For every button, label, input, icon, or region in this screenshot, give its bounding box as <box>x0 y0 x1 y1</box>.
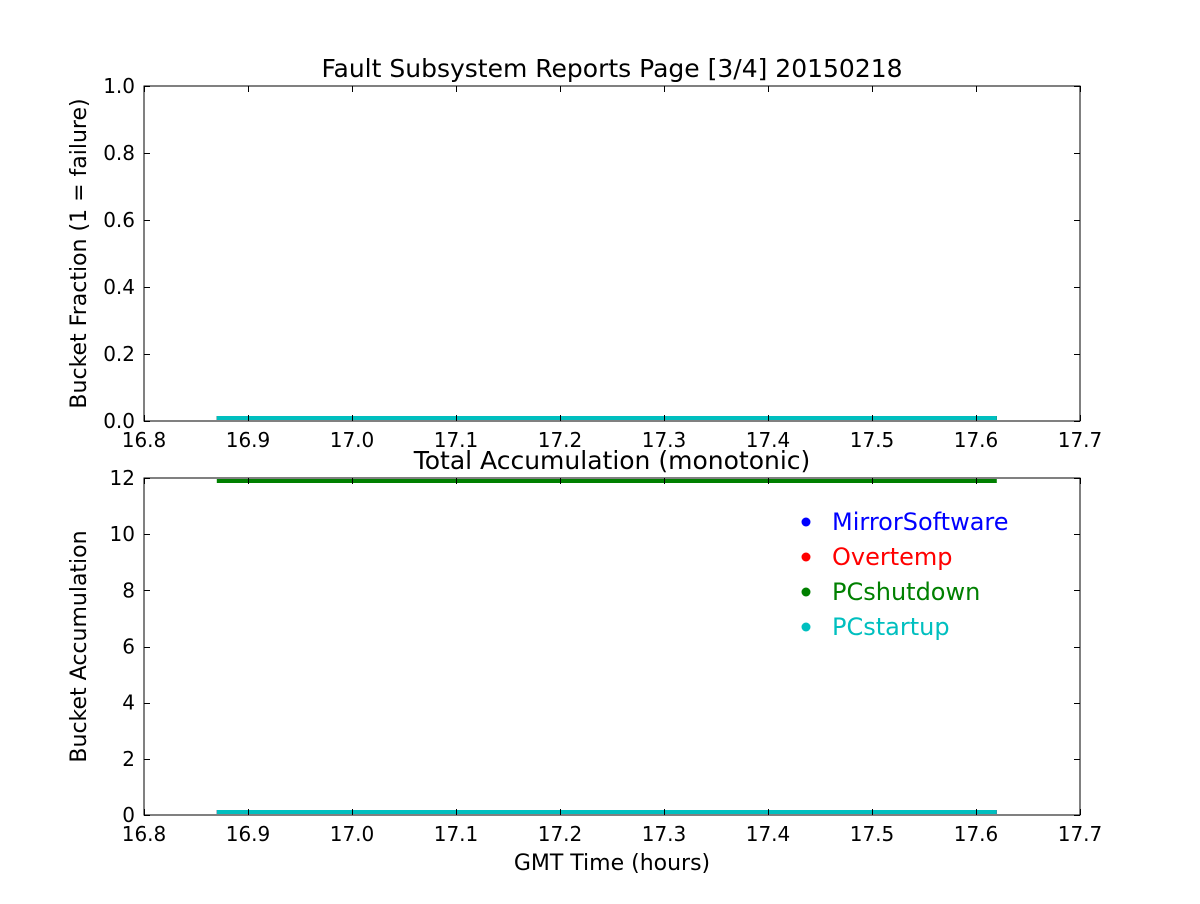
axes-frame <box>143 477 1081 816</box>
x-tick-label: 17.7 <box>1058 428 1103 452</box>
x-tick-label: 16.9 <box>226 822 271 846</box>
chart-title: Total Accumulation (monotonic) <box>413 446 811 475</box>
y-tick-label: 4 <box>122 691 135 715</box>
axes-frame <box>143 85 1081 422</box>
x-tick-label: 17.3 <box>642 428 687 452</box>
y-tick-label: 2 <box>122 747 135 771</box>
y-tick-label: 1.0 <box>103 74 135 98</box>
y-tick-label: 12 <box>110 466 135 490</box>
legend-label-PCshutdown: PCshutdown <box>832 578 980 606</box>
legend-label-Overtemp: Overtemp <box>832 543 953 571</box>
legend-label-MirrorSoftware: MirrorSoftware <box>832 508 1009 536</box>
x-tick-label: 17.5 <box>850 822 895 846</box>
y-tick-label: 10 <box>110 522 135 546</box>
legend-marker-PCshutdown <box>801 587 811 597</box>
x-tick-label: 17.4 <box>746 822 791 846</box>
subplot-1: 16.8 16.9 17.0 17.1 17.2 17.3 17.4 17.5 17.6 17.7… <box>67 54 1102 452</box>
x-tick-label: 17.6 <box>954 822 999 846</box>
x-tick-label: 16.8 <box>122 822 167 846</box>
y-tick-label: 0.0 <box>103 409 135 433</box>
x-tick-label: 17.5 <box>850 428 895 452</box>
y-tick-label: 0.4 <box>103 275 135 299</box>
x-tick-label: 17.4 <box>746 428 791 452</box>
x-tick-label: 17.2 <box>538 428 583 452</box>
legend-marker-PCstartup <box>801 622 811 632</box>
x-tick-label: 17.3 <box>642 822 687 846</box>
subplot-2: 16.8 16.9 17.0 17.1 17.2 17.3 17.4 17.5 17.6 17.7… <box>67 446 1102 876</box>
x-tick-label: 17.6 <box>954 428 999 452</box>
legend-marker-Overtemp <box>801 552 811 562</box>
y-axis-label: Bucket Accumulation <box>67 530 92 762</box>
x-tick-label: 17.0 <box>330 822 375 846</box>
x-tick-label: 17.0 <box>330 428 375 452</box>
y-tick-label: 0.6 <box>103 208 135 232</box>
x-tick-label: 17.2 <box>538 822 583 846</box>
y-axis-label: Bucket Fraction (1 = failure) <box>67 98 92 408</box>
y-tick-label: 0.2 <box>103 342 135 366</box>
y-tick-label: 0 <box>122 803 135 827</box>
legend-label-PCstartup: PCstartup <box>832 613 950 641</box>
x-tick-label: 16.8 <box>122 428 167 452</box>
y-tick-label: 8 <box>122 578 135 602</box>
x-tick-label: 17.1 <box>434 428 479 452</box>
x-tick-label: 16.9 <box>226 428 271 452</box>
y-tick-label: 6 <box>122 635 135 659</box>
chart-title: Fault Subsystem Reports Page [3/4] 20150… <box>321 54 902 83</box>
legend-marker-MirrorSoftware <box>801 517 811 527</box>
x-tick-label: 17.7 <box>1058 822 1103 846</box>
legend: MirrorSoftware Overtemp PCshutdown PCstartu… <box>801 508 1009 641</box>
x-axis-label: GMT Time (hours) <box>514 851 710 876</box>
x-tick-label: 17.1 <box>434 822 479 846</box>
y-tick-label: 0.8 <box>103 141 135 165</box>
